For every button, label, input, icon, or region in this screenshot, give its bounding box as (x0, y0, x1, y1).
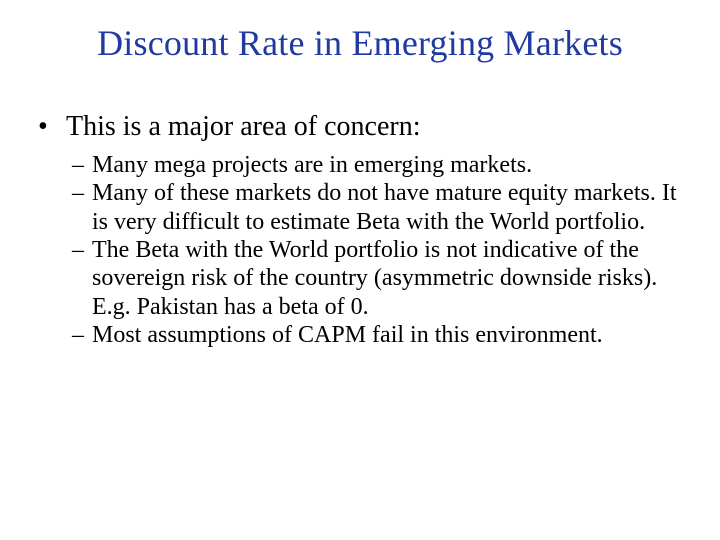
list-item: Many of these markets do not have mature… (66, 179, 690, 236)
bullet-text: This is a major area of concern: (66, 111, 421, 142)
bullet-list-level1: This is a major area of concern: Many me… (30, 110, 690, 349)
bullet-list-level2: Many mega projects are in emerging marke… (66, 151, 690, 349)
bullet-text: Most assumptions of CAPM fail in this en… (92, 322, 603, 348)
list-item: Many mega projects are in emerging marke… (66, 151, 690, 179)
slide-title: Discount Rate in Emerging Markets (30, 22, 690, 64)
bullet-text: Many mega projects are in emerging marke… (92, 152, 532, 178)
bullet-text: The Beta with the World portfolio is not… (92, 237, 657, 320)
slide: Discount Rate in Emerging Markets This i… (0, 0, 720, 540)
list-item: The Beta with the World portfolio is not… (66, 236, 690, 321)
list-item: Most assumptions of CAPM fail in this en… (66, 321, 690, 349)
bullet-text: Many of these markets do not have mature… (92, 180, 677, 234)
list-item: This is a major area of concern: Many me… (30, 110, 690, 349)
